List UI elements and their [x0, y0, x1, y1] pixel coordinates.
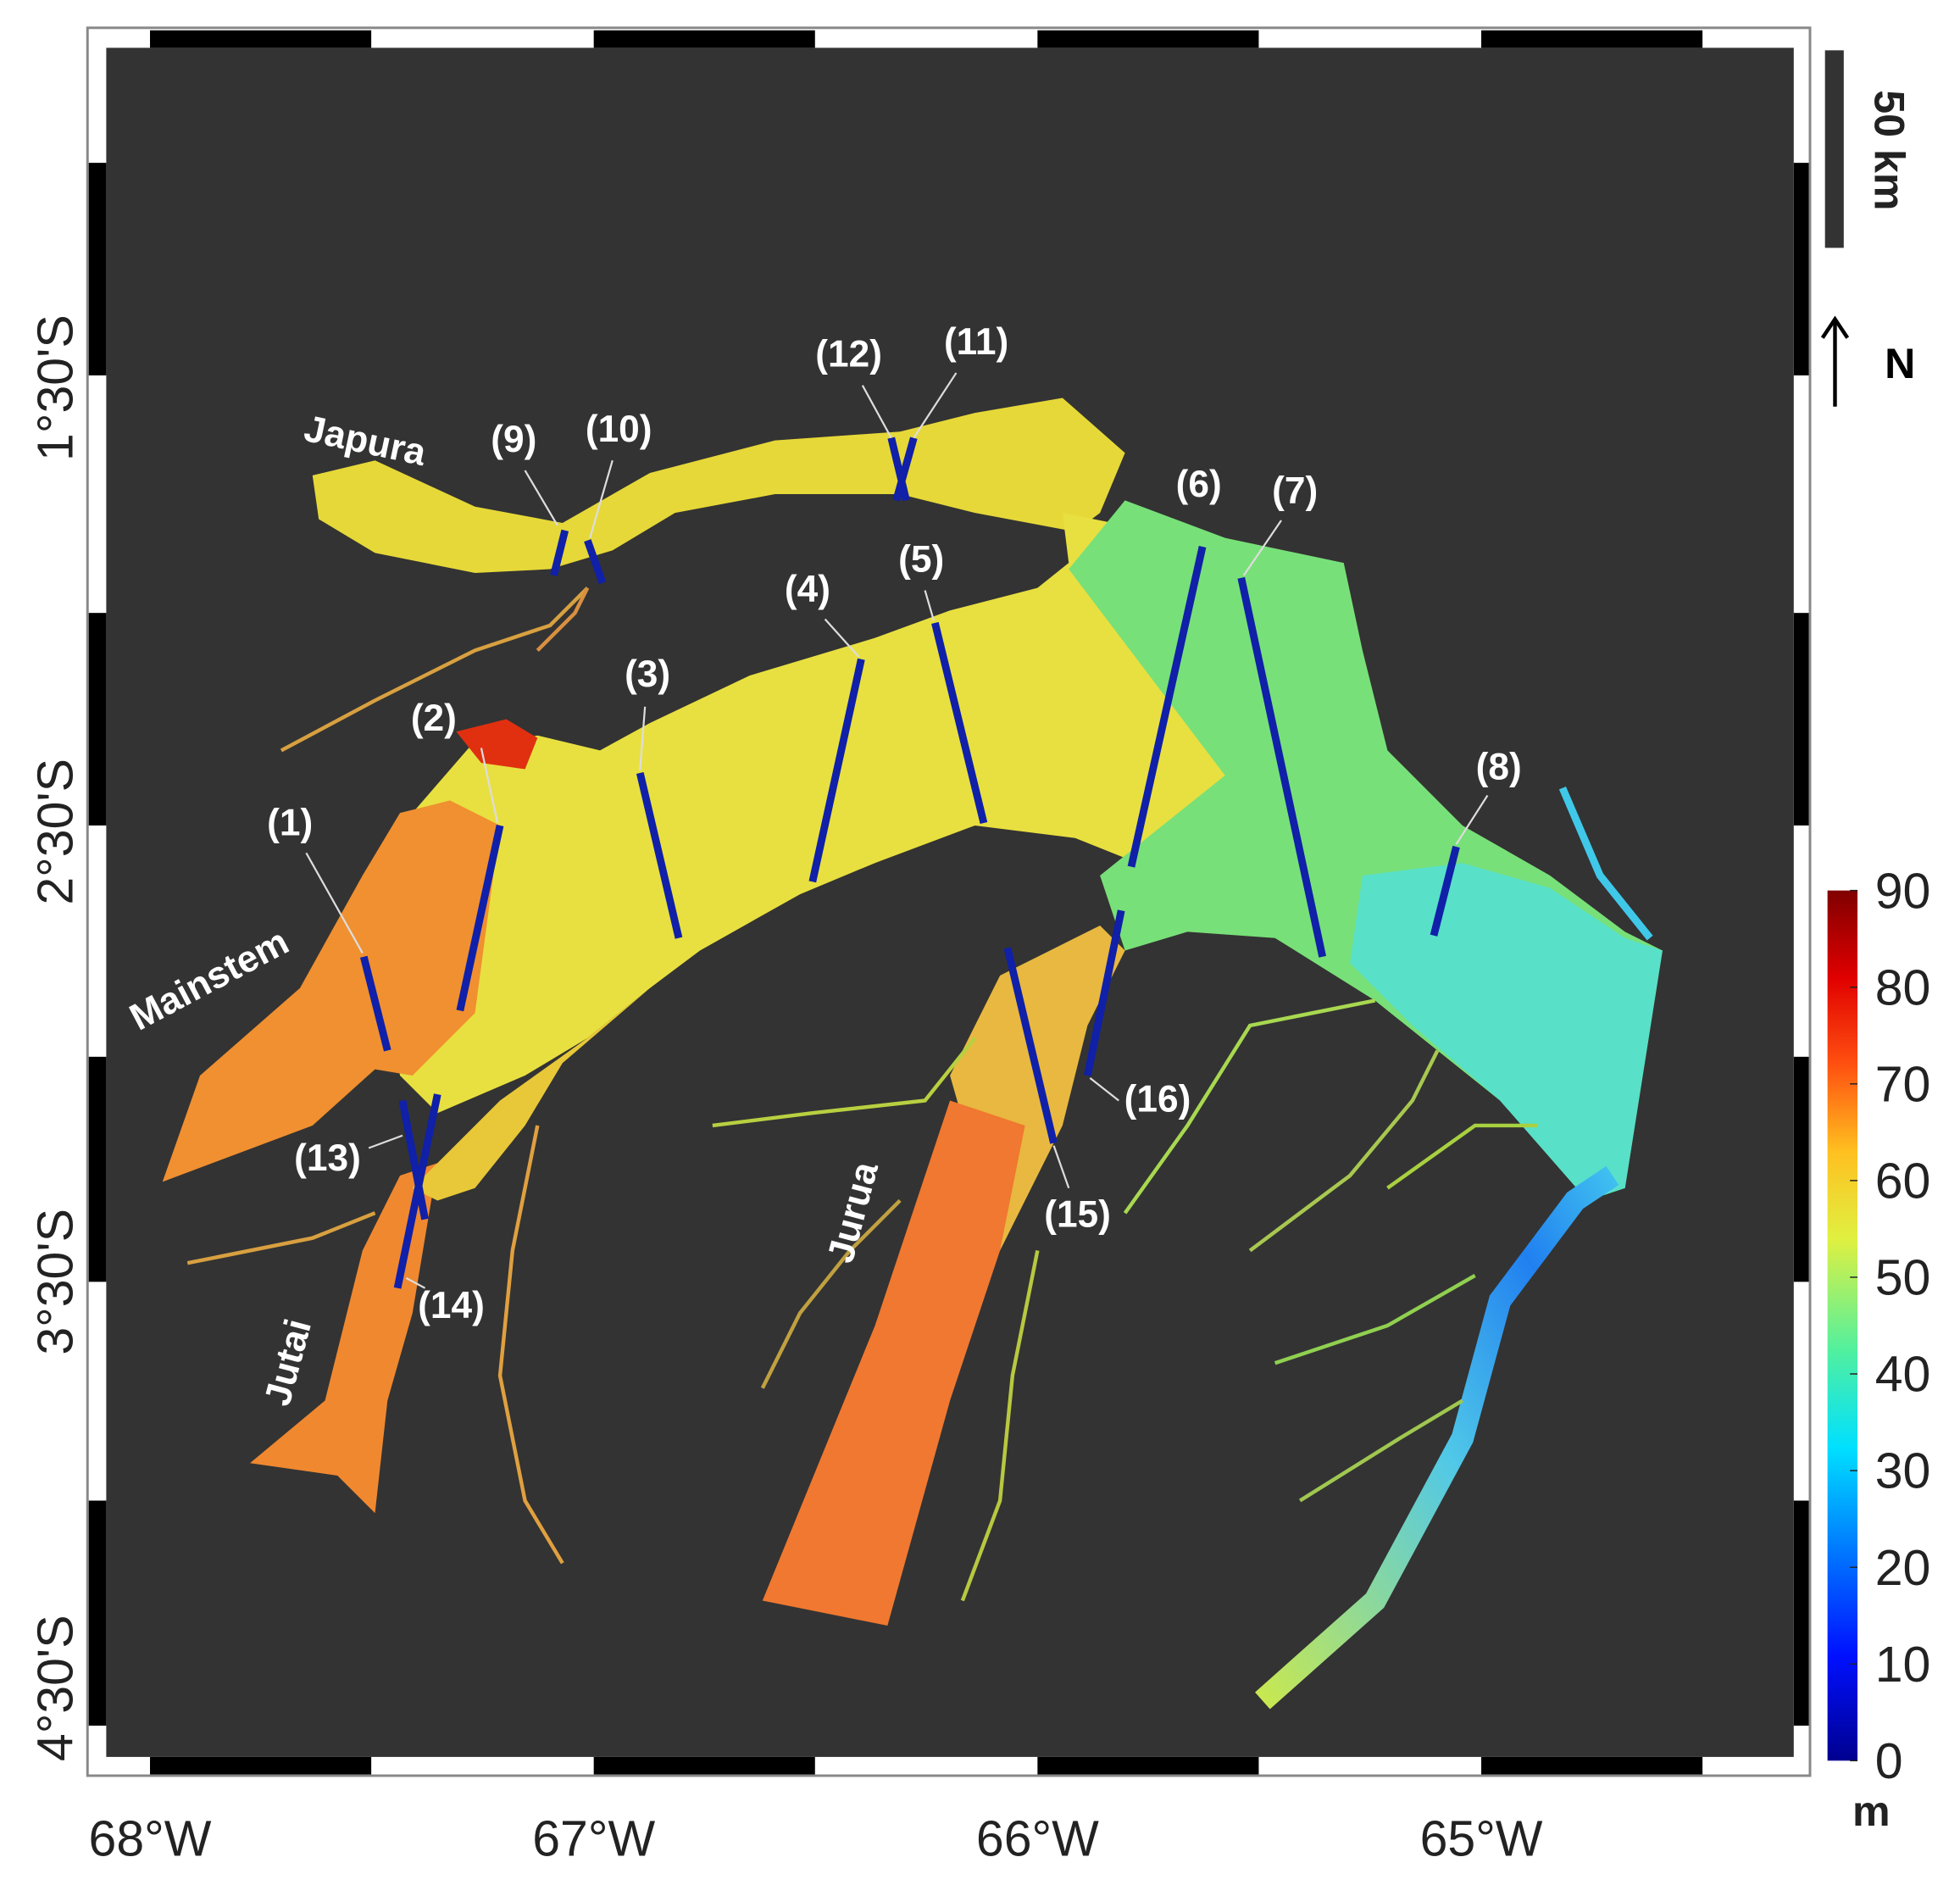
colorbar-ticks: 0 10 20 30 40 50 60 70 80 90 [1850, 863, 1930, 1789]
transect-line [1430, 845, 1460, 937]
colorbar-tick-label: 80 [1875, 959, 1931, 1015]
leader-line [924, 590, 935, 621]
scale-label: 50 km [1866, 90, 1913, 210]
transect-line [887, 436, 910, 502]
colorbar-tick-label: 90 [1875, 863, 1931, 919]
transect-label: (8) [1476, 746, 1522, 787]
lat-label: 3°30'S [28, 1209, 84, 1355]
lon-label: 66°W [976, 1810, 1099, 1866]
scale-bar [1824, 50, 1844, 248]
colorbar-tick-label: 10 [1875, 1637, 1931, 1693]
transect-line [584, 539, 607, 585]
transect-line [931, 621, 988, 825]
lat-label: 1°30'S [28, 314, 84, 461]
north-label: N [1885, 340, 1915, 387]
transect-label: (16) [1124, 1079, 1191, 1120]
transect-line [1084, 909, 1125, 1076]
transect-label: (6) [1176, 464, 1222, 505]
lon-label: 65°W [1420, 1810, 1543, 1866]
colorbar-tick-label: 20 [1875, 1540, 1931, 1596]
transect-label: (9) [491, 419, 536, 460]
leader-line [589, 459, 614, 538]
transect-label: (4) [785, 569, 830, 610]
leader-line [480, 748, 499, 824]
leader-line [405, 1276, 426, 1289]
transect-label: (5) [898, 538, 944, 580]
colorbar-tick-label: 50 [1875, 1250, 1931, 1306]
north-arrow [1820, 315, 1850, 407]
transect-line [398, 1099, 429, 1220]
lon-label: 67°W [532, 1810, 655, 1866]
transect-line [1127, 546, 1207, 868]
leader-line [639, 706, 647, 771]
leader-line [305, 852, 364, 954]
lon-label: 68°W [89, 1810, 212, 1866]
transect-label: (12) [815, 334, 882, 375]
colorbar-unit: m [1852, 1788, 1891, 1835]
leader-line [524, 470, 558, 526]
leader-line [1455, 794, 1489, 845]
transect-label: (10) [586, 409, 652, 450]
transect-label: (13) [294, 1137, 361, 1179]
floodplain [162, 398, 1663, 1710]
leader-line [913, 372, 958, 439]
transect-line [1237, 576, 1327, 958]
leader-line [368, 1134, 403, 1149]
transect-label: (14) [418, 1285, 485, 1326]
frame-border [88, 30, 1809, 1775]
colorbar-tick-label: 0 [1875, 1733, 1903, 1789]
colorbar-tick-label: 60 [1875, 1154, 1931, 1209]
transect-line [550, 529, 569, 576]
colorbar [1827, 890, 1858, 1761]
colorbar-tick-label: 30 [1875, 1443, 1931, 1499]
leader-line [824, 618, 860, 658]
transect-line [1003, 947, 1058, 1144]
transect-label: (11) [944, 321, 1008, 363]
transect-label: (15) [1044, 1193, 1111, 1235]
colorbar-tick-label: 40 [1875, 1347, 1931, 1403]
transect-line [393, 1093, 441, 1289]
colorbar-tick-label: 70 [1875, 1056, 1931, 1112]
lat-label: 2°30'S [28, 759, 84, 905]
transect-label: (1) [267, 803, 313, 844]
transect-line [808, 658, 865, 883]
transect-line [359, 955, 391, 1052]
transect-label: (3) [625, 653, 670, 695]
transect-line [456, 825, 504, 1012]
leader-line [1089, 1077, 1119, 1102]
transect-line [892, 436, 918, 502]
transect-label: (2) [411, 698, 457, 739]
transect-line [636, 771, 683, 939]
leader-line [1052, 1145, 1070, 1189]
transect-label: (7) [1272, 470, 1318, 511]
transects: (1) (2) (3) (4) (5) (6) (7) (8) (9) (10) (11) (12) (… [267, 321, 1522, 1326]
leader-line [861, 385, 892, 439]
lat-label: 4°30'S [28, 1615, 84, 1761]
leader-line [1242, 520, 1282, 576]
